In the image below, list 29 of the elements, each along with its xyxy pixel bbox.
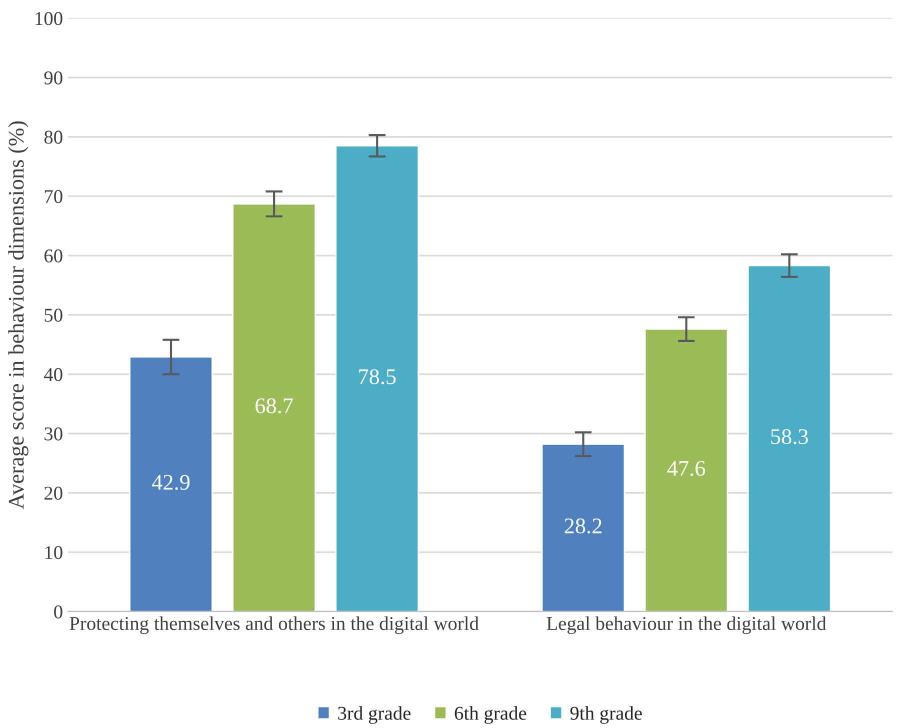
y-tick-label: 40 (44, 368, 62, 382)
y-tick-label: 50 (44, 308, 62, 322)
data-label: 78.5 (359, 369, 396, 384)
legend-label: 3rd grade (338, 706, 411, 724)
x-tick-label: Legal behaviour in the digital world (546, 616, 826, 634)
y-tick-label: 70 (44, 190, 62, 204)
legend-label: 9th grade (570, 706, 642, 724)
data-label: 68.7 (256, 398, 293, 414)
y-tick-label: 10 (45, 546, 62, 560)
y-tick-label: 30 (44, 427, 62, 440)
bar (335, 145, 420, 612)
x-tick-label: Protecting themselves and others in the digital world (70, 616, 479, 634)
data-label: 58.3 (771, 429, 808, 444)
y-tick-label: 60 (44, 249, 62, 262)
y-tick-label: 0 (54, 605, 62, 618)
bar (129, 356, 213, 612)
y-tick-label: 100 (36, 12, 62, 26)
data-label: 28.2 (564, 518, 602, 534)
bar (747, 264, 832, 612)
bar (541, 444, 626, 612)
data-label: 42.9 (152, 474, 190, 490)
legend-label: 6th grade (454, 706, 526, 724)
bar (232, 203, 316, 612)
y-tick-label: 20 (44, 486, 62, 500)
y-axis-title: Average score in behaviour dimensions (%) (8, 121, 28, 510)
bar (644, 328, 728, 612)
data-label: 47.6 (667, 460, 706, 476)
y-tick-label: 90 (44, 71, 62, 84)
y-tick-label: 80 (44, 130, 62, 144)
